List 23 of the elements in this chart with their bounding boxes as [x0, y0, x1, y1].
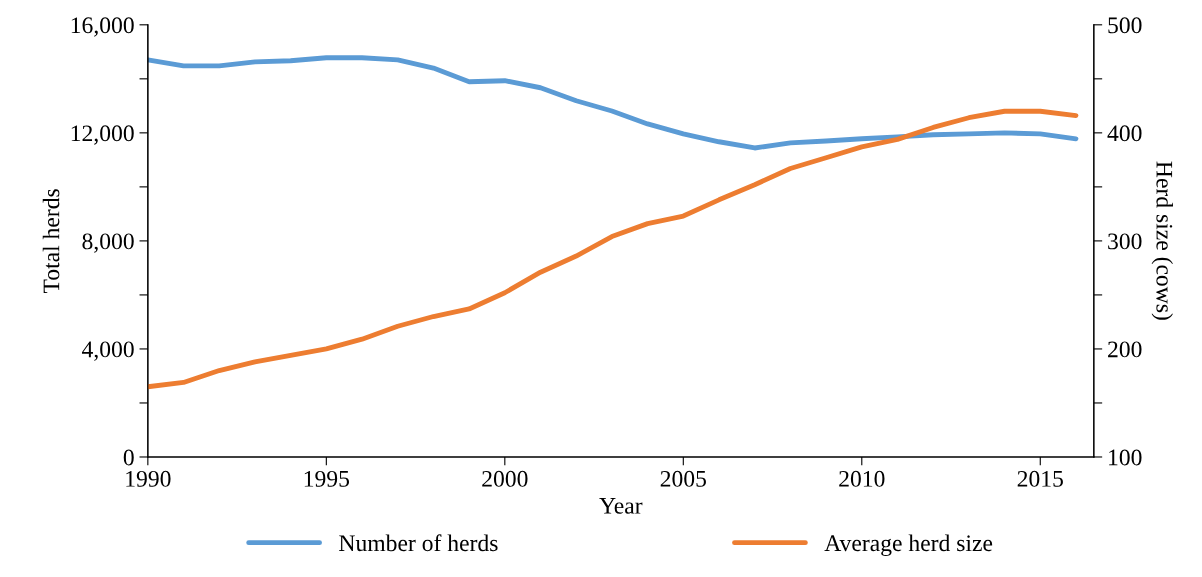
y-tick-label: 8,000	[82, 233, 134, 253]
legend-label: Number of herds	[339, 534, 498, 552]
x-tick-label: 1995	[304, 470, 350, 487]
y2-tick-label: 400	[1107, 125, 1142, 142]
line-series	[147, 55, 1079, 151]
y2-tick-label: 100	[1109, 449, 1142, 466]
y2-axis-title: Herd size (cows)	[1151, 161, 1173, 320]
x-tick-label: 2000	[482, 470, 528, 487]
y-tick-label: 16,000	[71, 17, 134, 37]
y-tick-label: 0	[123, 449, 134, 466]
y2-tick-label: 500	[1108, 17, 1142, 34]
x-axis-title: Year	[599, 498, 643, 514]
y-tick-label: 12,000	[71, 125, 134, 145]
x-tick-label: 2015	[1017, 470, 1063, 487]
y2-tick-label: 200	[1108, 341, 1142, 358]
line-series	[147, 108, 1079, 390]
y-axis-title: Total herds	[42, 189, 60, 294]
x-tick-label: 2005	[660, 470, 706, 487]
y-tick-label: 4,000	[81, 341, 134, 361]
x-tick-label: 1990	[126, 470, 171, 487]
legend-label: Average herd size	[824, 534, 993, 557]
x-tick-label: 2010	[839, 470, 885, 487]
y2-tick-label: 300	[1108, 233, 1142, 250]
